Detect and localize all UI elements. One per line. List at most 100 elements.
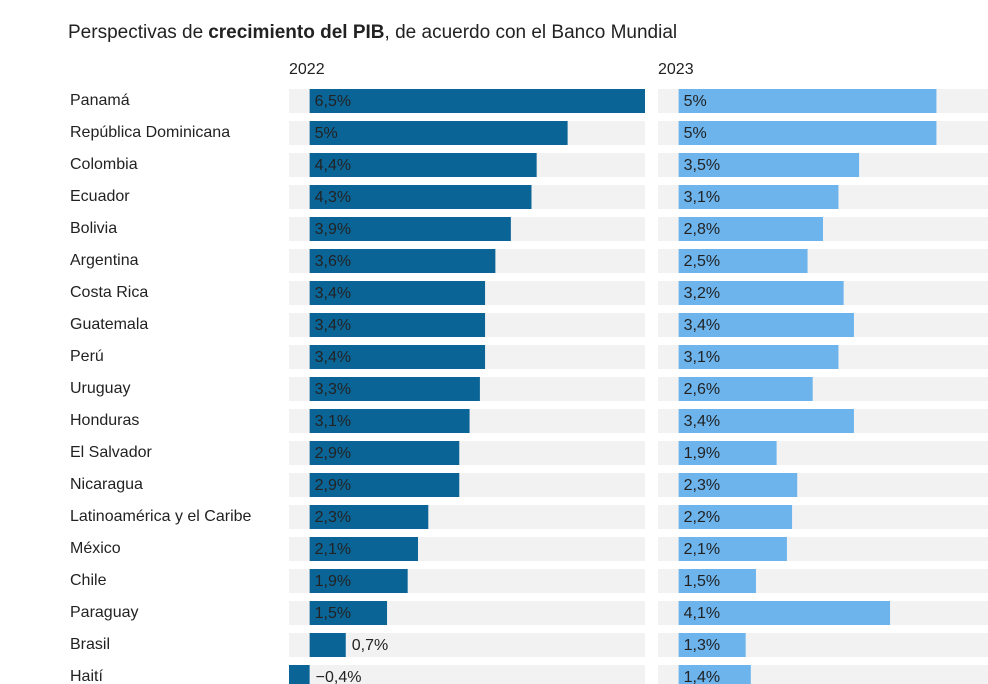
value-label: 3,4% (315, 349, 351, 366)
title-part: Perspectivas de (68, 22, 203, 43)
value-label: 3,2% (684, 285, 720, 302)
bar (309, 185, 532, 209)
value-label: 2,3% (315, 509, 351, 526)
value-label: 6,5% (315, 93, 351, 110)
value-label: 1,5% (684, 573, 720, 590)
bar (678, 473, 798, 497)
bar (678, 89, 937, 113)
category-label: El Salvador (70, 444, 152, 461)
bar (309, 569, 408, 593)
value-label: 1,9% (684, 445, 720, 462)
bar (309, 121, 568, 145)
legend-label: 2023 (658, 61, 694, 78)
value-label: 2,9% (315, 445, 351, 462)
bar (309, 473, 460, 497)
bar (678, 313, 854, 337)
category-label: Perú (70, 348, 104, 365)
bar (309, 537, 418, 561)
value-label: 3,5% (684, 157, 720, 174)
category-label: Haití (70, 668, 103, 684)
bar (309, 409, 470, 433)
category-label: Panamá (70, 92, 130, 109)
value-label: 3,4% (684, 413, 720, 430)
bar (678, 665, 751, 684)
value-label: 3,1% (684, 349, 720, 366)
bar (309, 601, 388, 625)
bar (678, 601, 891, 625)
category-label: Chile (70, 572, 107, 589)
row-background (289, 633, 645, 657)
value-label: 2,1% (315, 541, 351, 558)
value-label: 3,9% (315, 221, 351, 238)
bar (678, 185, 839, 209)
value-label: 5% (684, 93, 707, 110)
category-label: Costa Rica (70, 284, 148, 301)
title-part: , de acuerdo con el Banco Mundial (385, 22, 678, 43)
value-label: 0,7% (352, 637, 388, 654)
value-label: 2,2% (684, 509, 720, 526)
value-label: 4,1% (684, 605, 720, 622)
category-label: Uruguay (70, 380, 130, 397)
value-label: 1,9% (315, 573, 351, 590)
bar (309, 153, 537, 177)
row-background (289, 665, 645, 684)
value-label: 3,4% (315, 285, 351, 302)
value-label: 3,4% (315, 317, 351, 334)
category-label: Honduras (70, 412, 139, 429)
category-label: Bolivia (70, 220, 117, 237)
value-label: 5% (315, 125, 338, 142)
bar (678, 121, 937, 145)
value-label: 4,4% (315, 157, 351, 174)
value-label: −0,4% (316, 669, 362, 684)
bar (678, 505, 793, 529)
bar (678, 281, 844, 305)
category-label: Guatemala (70, 316, 148, 333)
value-label: 2,9% (315, 477, 351, 494)
value-label: 2,5% (684, 253, 720, 270)
bar (309, 89, 645, 113)
bar (289, 665, 310, 684)
bar (678, 217, 823, 241)
value-label: 5% (684, 125, 707, 142)
bar (678, 569, 756, 593)
value-label: 1,5% (315, 605, 351, 622)
value-label: 3,4% (684, 317, 720, 334)
bar (309, 345, 486, 369)
value-label: 4,3% (315, 189, 351, 206)
value-label: 2,6% (684, 381, 720, 398)
value-label: 2,8% (684, 221, 720, 238)
category-label: Brasil (70, 636, 110, 653)
value-label: 3,6% (315, 253, 351, 270)
bar (678, 409, 854, 433)
bar (309, 281, 486, 305)
bar (678, 537, 787, 561)
category-label: México (70, 540, 121, 557)
value-label: 3,3% (315, 381, 351, 398)
value-label: 2,1% (684, 541, 720, 558)
bar (678, 633, 746, 657)
bar (678, 377, 813, 401)
bar (309, 633, 346, 657)
bar (309, 249, 496, 273)
bar (678, 441, 777, 465)
value-label: 3,1% (684, 189, 720, 206)
category-label: Colombia (70, 156, 138, 173)
bar (678, 153, 860, 177)
legend-label: 2022 (289, 61, 325, 78)
bar (309, 505, 429, 529)
category-label: Paraguay (70, 604, 139, 621)
value-label: 2,3% (684, 477, 720, 494)
category-label: República Dominicana (70, 124, 230, 141)
bar (678, 345, 839, 369)
bar (309, 313, 486, 337)
value-label: 3,1% (315, 413, 351, 430)
value-label: 1,3% (684, 637, 720, 654)
bar (678, 249, 808, 273)
bar (309, 441, 460, 465)
category-label: Argentina (70, 252, 139, 269)
title-part: crecimiento del PIB (208, 22, 384, 43)
bar (309, 377, 480, 401)
category-label: Nicaragua (70, 476, 143, 493)
